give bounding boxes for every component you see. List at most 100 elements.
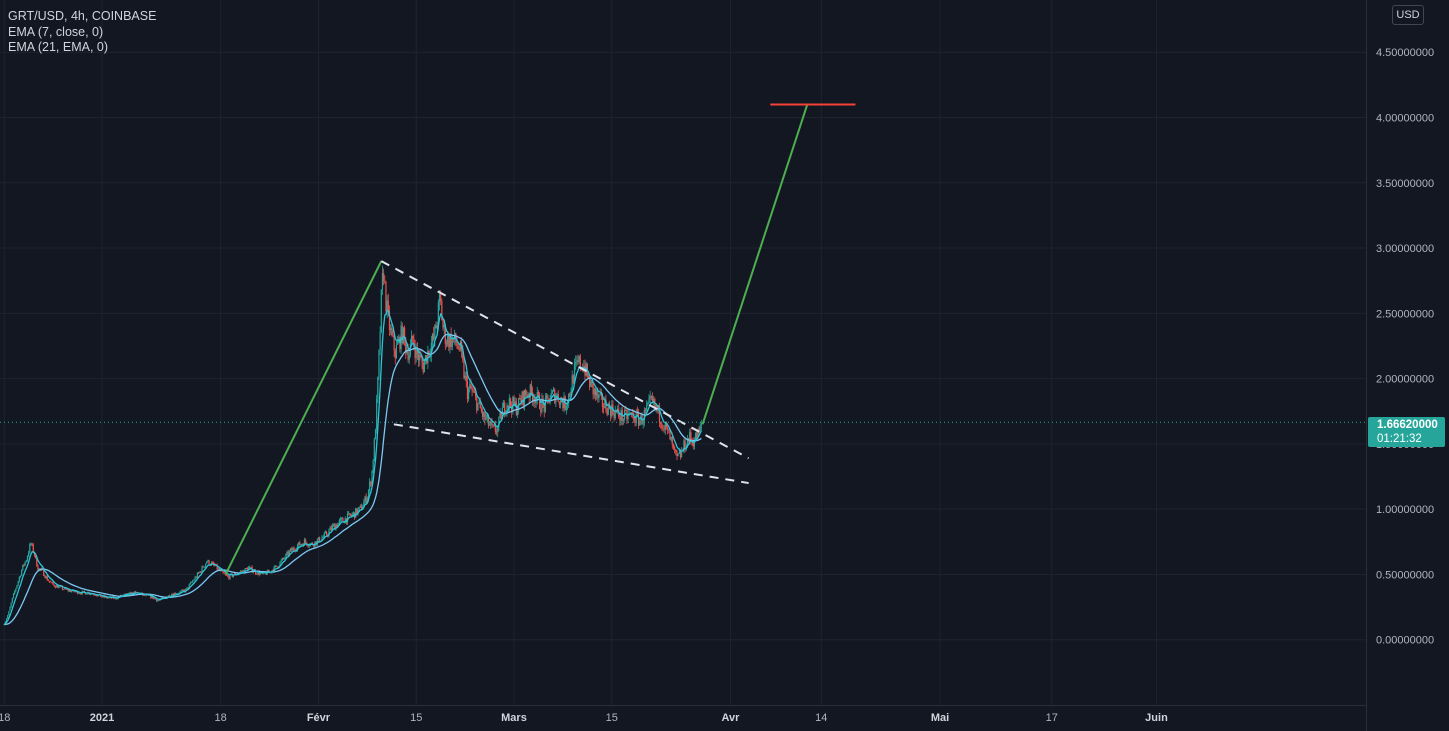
candle-body <box>497 426 499 433</box>
legend-ema-7[interactable]: EMA (7, close, 0) <box>8 24 104 39</box>
candle-body <box>129 592 131 594</box>
candle-body <box>587 376 590 378</box>
candle-body <box>192 580 194 583</box>
candle-body <box>520 399 522 404</box>
candle-body <box>66 589 68 591</box>
candle-body <box>189 582 192 585</box>
candle-body <box>51 582 53 583</box>
candle-body <box>599 392 601 395</box>
lower-wedge-trendline[interactable] <box>393 423 749 485</box>
time-tick-label: Avr <box>722 712 741 724</box>
candle-body <box>572 375 574 383</box>
candle-body <box>395 344 398 359</box>
candle-body <box>620 410 622 421</box>
candle-body <box>597 390 599 399</box>
legend-ema-21[interactable]: EMA (21, EMA, 0) <box>8 40 109 54</box>
candle-body <box>434 325 436 340</box>
candle-body <box>507 405 509 408</box>
candle-body <box>363 502 365 507</box>
price-tick-label: 3.50000000 <box>1376 178 1434 190</box>
time-tick-label: Juin <box>1145 712 1168 724</box>
candle-body <box>639 420 641 426</box>
ema-7-line <box>3 310 702 626</box>
candle-body <box>613 413 615 419</box>
candle-body <box>324 532 327 534</box>
upper-wedge-trendline[interactable] <box>380 260 750 460</box>
legend-symbol[interactable]: GRT/USD, 4h, COINBASE <box>8 9 157 23</box>
candle-body <box>563 396 565 408</box>
candle-body <box>637 413 640 426</box>
candle-body <box>578 356 580 362</box>
candle-body <box>144 594 146 596</box>
candle-body <box>513 397 515 405</box>
candle-body <box>282 558 285 559</box>
candle-body <box>403 327 406 339</box>
candle-body <box>315 541 317 545</box>
candle-body <box>153 598 155 600</box>
candle-body <box>526 395 528 397</box>
candle-body <box>152 596 154 599</box>
candle-body <box>472 390 474 392</box>
candle-body <box>242 570 244 573</box>
candle-body <box>376 398 378 430</box>
candle-body <box>655 405 657 407</box>
candle-body <box>693 441 696 447</box>
candle-body <box>206 561 208 564</box>
candle-body <box>436 325 438 329</box>
candle-body <box>80 593 82 595</box>
candle-body <box>667 427 669 430</box>
candle-body <box>342 518 344 522</box>
candle-body <box>252 571 254 573</box>
candle-body <box>670 437 672 440</box>
candle-body <box>299 542 301 546</box>
candle-body <box>697 429 699 439</box>
candle-body <box>445 343 448 345</box>
candle-body <box>499 412 501 418</box>
time-axis[interactable]: 18 2021 18 Févr 15 Mars 15 Avr 14 Mai 17 Juin <box>0 712 1168 724</box>
candle-body <box>487 415 489 426</box>
candle-body <box>94 594 96 596</box>
candle-body <box>441 300 443 321</box>
candle-body <box>413 338 415 347</box>
candle-body <box>414 346 416 359</box>
candle-body <box>551 390 554 394</box>
candle-body <box>619 416 621 421</box>
candle-body <box>407 349 409 360</box>
currency-button[interactable]: USD <box>1392 5 1424 25</box>
candle-body <box>54 586 57 588</box>
candle-body <box>200 571 202 573</box>
time-tick-label: 15 <box>410 712 422 724</box>
candle-body <box>383 273 385 281</box>
candle-body <box>36 557 38 567</box>
flagpole-trend-line[interactable] <box>224 260 383 575</box>
candle-body <box>428 350 430 356</box>
candle-body <box>498 417 500 427</box>
candle-body <box>377 376 379 399</box>
candle-body <box>33 552 36 556</box>
candle-body <box>126 593 129 595</box>
price-axis[interactable]: 0.000000000.500000001.000000001.50000000… <box>1376 47 1434 647</box>
candle-body <box>406 349 408 353</box>
candle-body <box>243 570 245 573</box>
candle-body <box>678 451 680 454</box>
breakout-projection-line[interactable] <box>701 104 809 425</box>
candle-body <box>89 593 91 595</box>
candle-body <box>385 281 387 312</box>
candle-body <box>232 575 235 577</box>
candle-body <box>483 412 485 417</box>
candle-body <box>78 593 80 595</box>
candle-body <box>335 524 337 530</box>
candle-body <box>329 527 331 531</box>
candle-body <box>492 424 494 426</box>
candle-body <box>402 327 405 343</box>
candle-body <box>274 565 276 567</box>
candle-body <box>661 423 663 428</box>
candle-body <box>123 594 125 596</box>
candle-body <box>629 412 631 414</box>
candle-body <box>8 611 10 616</box>
drawing-annotations[interactable] <box>224 103 856 575</box>
candle-body <box>12 593 15 598</box>
candle-body <box>559 397 562 405</box>
candle-body <box>469 384 471 389</box>
